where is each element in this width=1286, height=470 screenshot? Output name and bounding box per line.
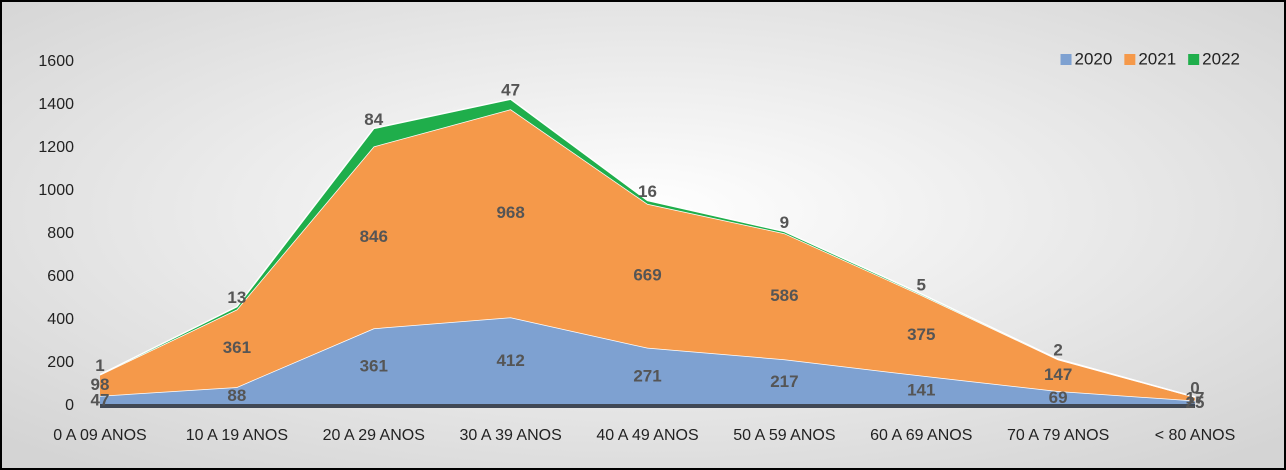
legend-label: 2021 [1138,49,1176,68]
data-label: 84 [364,110,383,129]
data-label: 147 [1044,365,1072,384]
y-tick-label: 800 [47,225,74,242]
data-label: 69 [1049,388,1068,407]
data-label: 141 [907,380,935,399]
x-tick-label: 40 A 49 ANOS [596,427,698,444]
y-tick-label: 200 [47,354,74,371]
legend-label: 2022 [1202,49,1240,68]
data-label: 25 [1186,393,1205,412]
legend-label: 2020 [1075,49,1113,68]
data-label: 217 [770,372,798,391]
data-label: 361 [360,357,388,376]
data-label: 47 [501,81,520,100]
data-label: 271 [633,366,661,385]
y-tick-label: 1200 [38,139,74,156]
x-tick-label: 0 A 09 ANOS [53,427,146,444]
data-label: 1 [95,356,104,375]
x-tick-label: 20 A 29 ANOS [323,427,425,444]
area [100,109,1195,401]
data-label: 98 [91,375,110,394]
legend-swatch [1060,54,1072,65]
x-tick-label: 50 A 59 ANOS [733,427,835,444]
y-tick-label: 400 [47,311,74,328]
data-label: 88 [227,386,246,405]
y-tick-label: 1600 [38,53,74,70]
data-label: 2 [1053,341,1062,360]
data-label: 16 [638,182,657,201]
data-label: 47 [91,390,110,409]
x-tick-label: < 80 ANOS [1155,427,1236,444]
data-label: 361 [223,338,251,357]
data-label: 9 [780,213,789,232]
data-label: 669 [633,265,661,284]
x-tick-label: 10 A 19 ANOS [186,427,288,444]
data-label: 412 [496,351,524,370]
area-edge [99,98,1196,398]
legend-swatch [1124,54,1136,65]
y-tick-label: 1000 [38,182,74,199]
legend-swatch [1188,54,1200,65]
y-tick-label: 1400 [38,96,74,113]
data-label: 968 [496,203,524,222]
data-label: 5 [917,275,926,294]
data-label: 846 [360,227,388,246]
data-label: 13 [227,288,246,307]
data-label: 375 [907,325,935,344]
y-tick-label: 600 [47,268,74,285]
y-tick-label: 0 [65,397,74,414]
data-label: 0 [1190,378,1199,397]
x-tick-label: 60 A 69 ANOS [870,427,972,444]
area [100,317,1195,406]
data-label: 17 [1186,388,1205,407]
data-label: 586 [770,286,798,305]
x-tick-label: 70 A 79 ANOS [1007,427,1109,444]
x-tick-label: 30 A 39 ANOS [459,427,561,444]
